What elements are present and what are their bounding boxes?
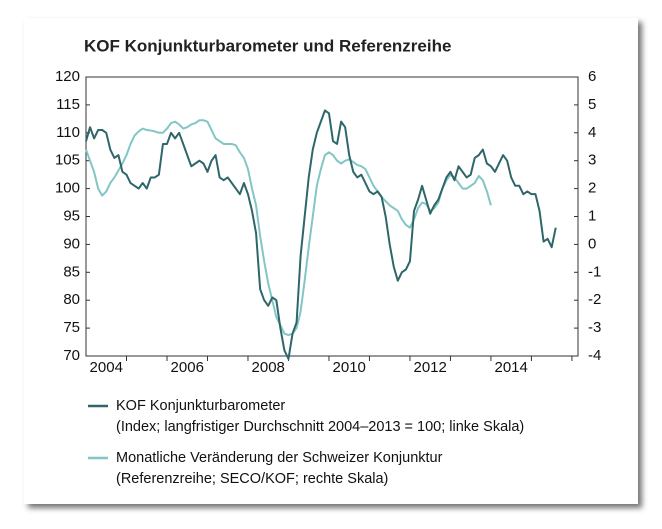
y2-tick-label: 0	[588, 235, 596, 252]
y2-tick-label: 4	[588, 124, 596, 141]
x-tick-label: 2006	[171, 359, 204, 376]
y-tick-label: 115	[56, 96, 80, 113]
x-tick-label: 2008	[252, 359, 285, 376]
series-line	[85, 119, 492, 337]
y-tick-label: 70	[63, 347, 80, 364]
y-tick-label: 80	[63, 291, 80, 308]
y-tick-label: 75	[63, 319, 80, 336]
x-tick-label: 2004	[90, 359, 123, 376]
y2-tick-label: 1	[588, 207, 596, 224]
series-line	[85, 109, 557, 360]
y-tick-label: 110	[56, 124, 80, 141]
y-tick-label: 95	[63, 207, 80, 224]
y2-tick-label: -4	[588, 347, 601, 364]
y2-tick-label: -2	[588, 291, 601, 308]
y-tick-label: 105	[55, 152, 80, 169]
legend-note: (Index; langfristiger Durchschnitt 2004–…	[116, 419, 524, 435]
y-tick-label: 120	[55, 68, 80, 85]
y-tick-label: 100	[55, 180, 80, 197]
y2-tick-label: 6	[588, 68, 596, 85]
y2-tick-label: -1	[588, 263, 601, 280]
legend-note: (Referenzreihe; SECO/KOF; rechte Skala)	[116, 471, 388, 487]
y-tick-label: 90	[63, 235, 80, 252]
y2-tick-label: -3	[588, 319, 601, 336]
legend-label: Monatliche Veränderung der Schweizer Kon…	[116, 450, 443, 466]
y2-tick-label: 2	[588, 180, 596, 197]
y2-tick-label: 3	[588, 152, 596, 169]
x-tick-label: 2010	[333, 359, 366, 376]
x-tick-label: 2014	[494, 359, 527, 376]
legend-label: KOF Konjunkturbarometer	[116, 398, 285, 414]
y2-tick-label: 5	[588, 96, 596, 113]
chart-title: KOF Konjunkturbarometer und Referenzreih…	[84, 36, 451, 55]
x-tick-label: 2012	[414, 359, 447, 376]
y-tick-label: 85	[63, 263, 80, 280]
panel	[24, 18, 638, 504]
